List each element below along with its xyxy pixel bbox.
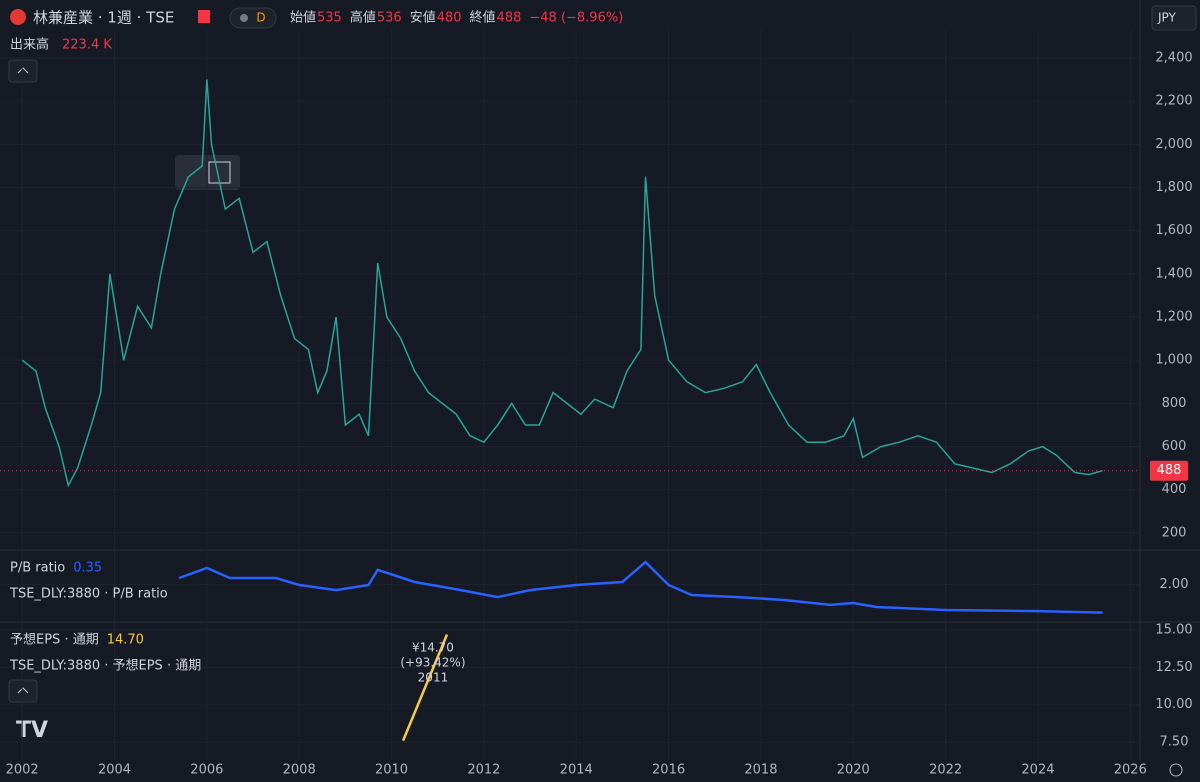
settings-icon[interactable] [1169, 763, 1183, 777]
y-tick-label: 7.50 [1160, 735, 1189, 750]
x-tick-label: 2024 [1021, 763, 1054, 778]
collapse-button[interactable] [8, 679, 38, 703]
flag [198, 10, 210, 23]
pane-value: 0.35 [73, 561, 102, 576]
pane-title: P/B ratio [10, 561, 65, 576]
badge-box[interactable] [229, 7, 277, 29]
ohlc-value: 480 [437, 11, 462, 26]
chevron [17, 67, 29, 74]
x-tick-label: 2020 [837, 763, 870, 778]
ohlc-value: 536 [377, 11, 402, 26]
x-tick-label: 2008 [283, 763, 316, 778]
last-price-box [1150, 460, 1188, 481]
currency: JPY [1157, 11, 1177, 25]
y-tick-label: 200 [1162, 525, 1187, 540]
symbol: 林兼産業 · 1週 · TSE [33, 9, 174, 27]
logo: TV [16, 718, 48, 743]
x-tick-label: 2002 [6, 763, 39, 778]
annotation: (+93.42%) [400, 656, 465, 670]
x-tick-label: 2004 [98, 763, 131, 778]
data-line [178, 560, 1103, 614]
annotation: ¥14.70 [412, 641, 454, 655]
series-name: TSE_DLY:3880 · 予想EPS · 通期 [9, 658, 201, 674]
y-tick-label: 1,000 [1155, 353, 1192, 368]
ohlc-value: 488 [497, 11, 522, 26]
ohlc: 始値 535 高値 536 安値 480 終値 488 [290, 10, 521, 26]
badge: D [256, 11, 265, 25]
x-tick-label: 2012 [467, 763, 500, 778]
collapse-button[interactable] [8, 59, 38, 83]
dot [240, 14, 248, 22]
y-tick-label: 15.00 [1155, 622, 1192, 637]
last-price: 488 [1157, 463, 1182, 478]
annotation: 2011 [418, 671, 449, 685]
y-tick-label: 400 [1162, 482, 1187, 497]
y-tick-label: 600 [1162, 439, 1187, 454]
y-tick-label: 2.00 [1160, 577, 1189, 592]
x-tick-label: 2014 [560, 763, 593, 778]
y-tick-label: 2,000 [1155, 137, 1192, 152]
x-tick-label: 2016 [652, 763, 685, 778]
x-tick-label: 2018 [744, 763, 777, 778]
chevron [17, 687, 29, 694]
y-tick-label: 12.50 [1155, 660, 1192, 675]
pane-value: 14.70 [107, 633, 144, 648]
series-name: TSE_DLY:3880 · P/B ratio [9, 587, 168, 602]
ohlc-label: 終値 [470, 10, 496, 26]
ohlc-value: 535 [317, 11, 342, 26]
y-tick-label: 1,400 [1155, 266, 1192, 281]
x-tick-label: 2026 [1114, 763, 1147, 778]
y-tick-label: 1,200 [1155, 310, 1192, 325]
currency-button[interactable] [1151, 5, 1197, 31]
x-tick-label: 2022 [929, 763, 962, 778]
y-tick-label: 10.00 [1155, 697, 1192, 712]
x-tick-label: 2006 [190, 763, 223, 778]
ohlc-label: 安値 [410, 10, 436, 26]
ohlc-label: 始値 [290, 10, 316, 26]
y-tick-label: 2,200 [1155, 94, 1192, 109]
drag-toolbar[interactable] [175, 155, 240, 190]
symbol-icon [10, 9, 26, 25]
volume: 223.4 K [62, 38, 112, 53]
y-tick-label: 800 [1162, 396, 1187, 411]
change: −48 (−8.96%) [529, 11, 623, 26]
pane-title: 予想EPS · 通期 [10, 632, 99, 648]
y-tick-label: 1,800 [1155, 180, 1192, 195]
volume-label: 出来高 [10, 37, 49, 53]
x-tick-label: 2010 [375, 763, 408, 778]
data-line [401, 634, 449, 742]
y-tick-label: 2,400 [1155, 51, 1192, 66]
data-line [21, 79, 1103, 488]
ohlc-label: 高値 [350, 10, 376, 26]
y-tick-label: 1,600 [1155, 223, 1192, 238]
